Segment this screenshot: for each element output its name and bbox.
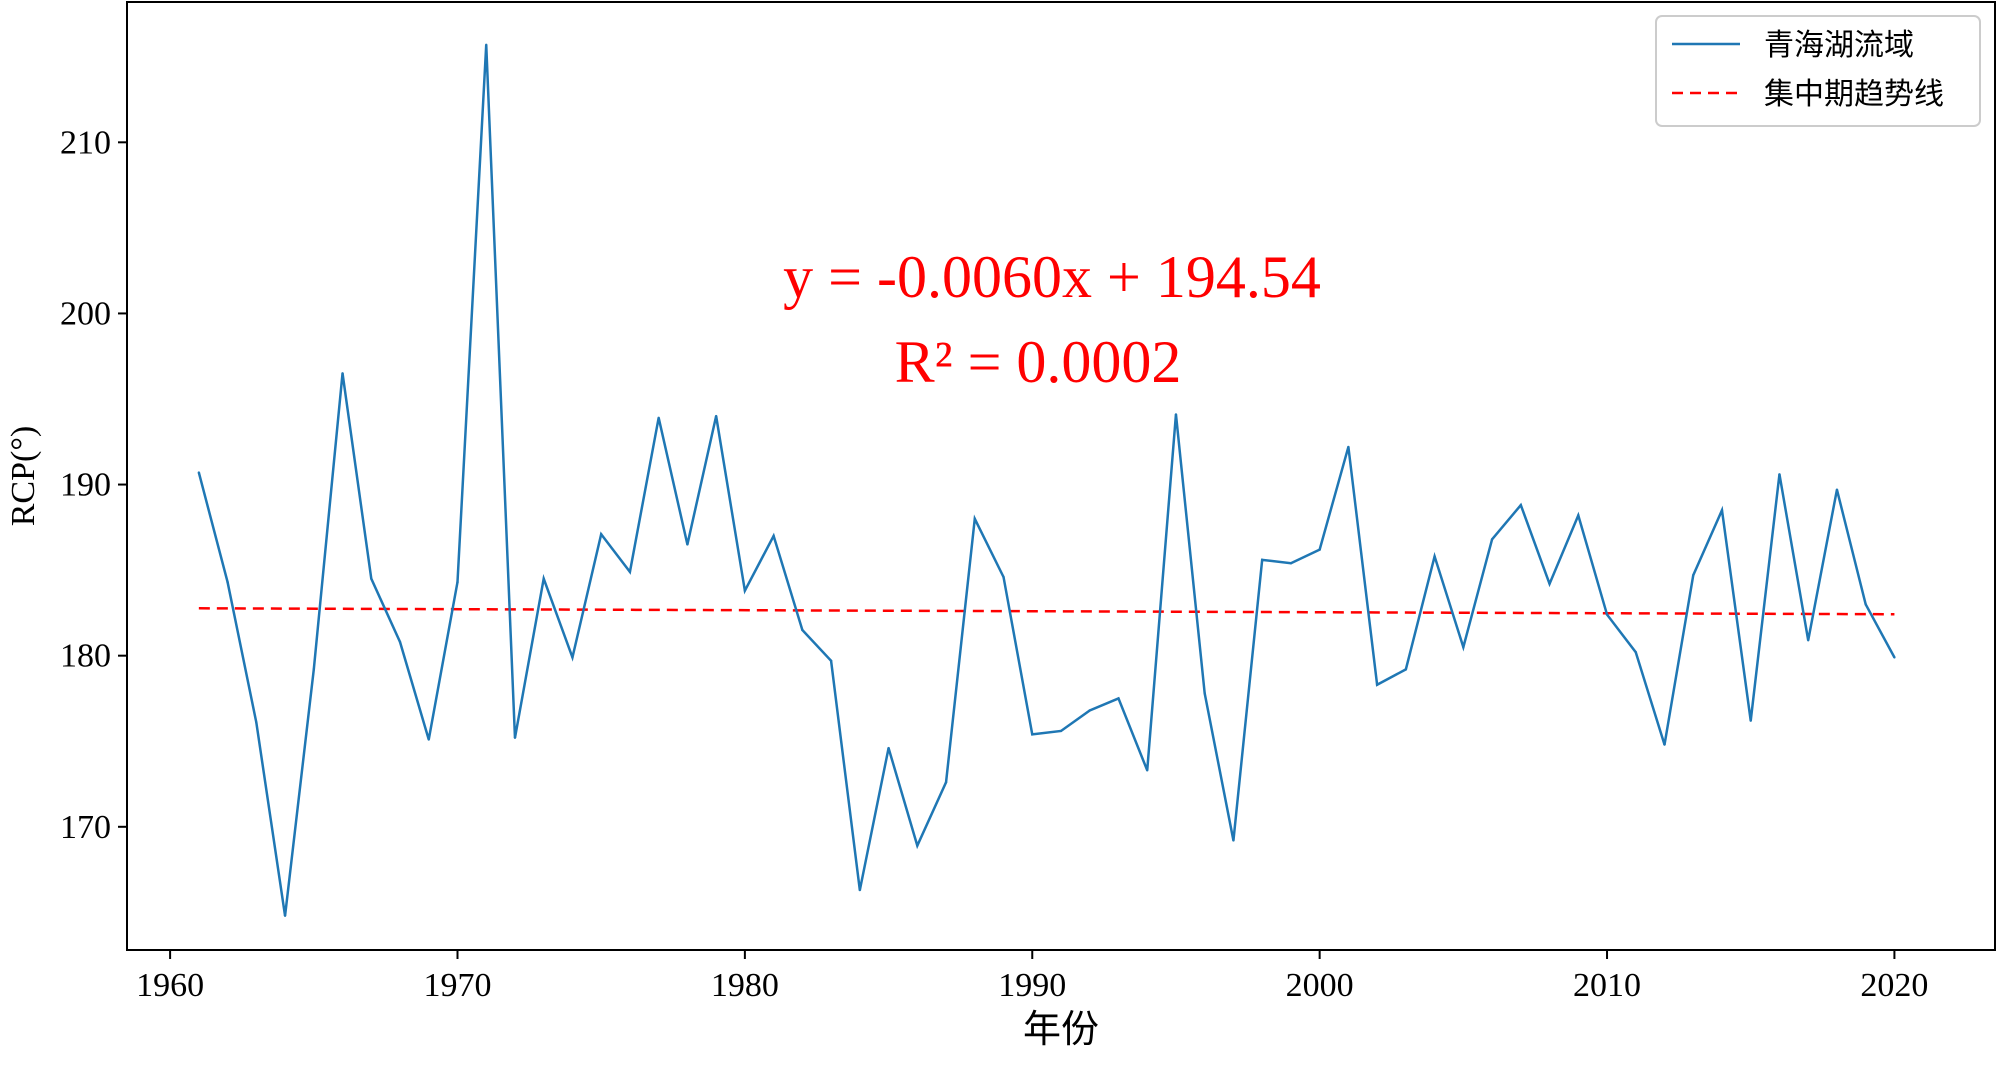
data-point	[1462, 645, 1465, 649]
series-line-qinghai-lake-basin	[197, 44, 1896, 916]
y-axis: 170 180 190 200 210	[60, 124, 127, 846]
data-point	[1146, 769, 1149, 772]
data-point	[1692, 574, 1695, 577]
data-point	[370, 577, 373, 580]
data-point	[1548, 582, 1551, 586]
data-point	[1490, 538, 1494, 541]
data-point	[1232, 839, 1235, 842]
x-tick-label: 1990	[998, 967, 1066, 1004]
data-point	[801, 628, 804, 632]
data-point	[1634, 651, 1637, 654]
data-point	[829, 659, 833, 663]
data-point	[1720, 509, 1724, 512]
data-point	[916, 844, 919, 847]
data-point	[1778, 473, 1781, 476]
data-point	[1663, 743, 1666, 746]
data-point	[341, 372, 344, 375]
x-tick-label: 1980	[711, 967, 779, 1004]
data-point	[858, 888, 862, 892]
data-point	[427, 738, 430, 741]
data-point	[743, 589, 747, 592]
data-point	[1289, 562, 1293, 565]
data-point	[197, 471, 201, 474]
data-point	[1404, 668, 1408, 671]
x-tick-label: 2010	[1573, 967, 1641, 1004]
y-tick-label: 170	[60, 809, 111, 846]
data-point	[1059, 729, 1063, 733]
r-squared-label: R² = 0.0002	[895, 329, 1182, 395]
data-point	[1893, 656, 1896, 659]
data-point	[657, 416, 660, 420]
data-point	[944, 781, 948, 784]
data-point	[1864, 603, 1867, 606]
data-point	[1260, 558, 1264, 562]
y-axis-title: RCP(°)	[5, 426, 42, 527]
y-tick-label: 190	[60, 467, 111, 504]
data-point	[686, 543, 689, 546]
data-point	[1031, 733, 1034, 736]
data-point	[1203, 692, 1206, 695]
data-point	[398, 640, 402, 644]
data-point	[1088, 709, 1091, 712]
data-point	[628, 570, 632, 574]
data-point	[1433, 555, 1436, 558]
data-point	[485, 43, 488, 46]
data-point	[1519, 503, 1523, 507]
y-tick-label: 200	[60, 295, 111, 332]
data-point	[887, 746, 890, 750]
data-point	[456, 580, 459, 584]
trend-line	[198, 607, 1895, 616]
data-point	[542, 577, 545, 580]
legend-label-series: 青海湖流域	[1764, 28, 1914, 63]
data-point	[255, 721, 258, 724]
y-tick-label: 210	[60, 124, 111, 161]
regression-equation: y = -0.0060x + 194.54	[783, 244, 1321, 310]
legend: 青海湖流域 集中期趋势线	[1655, 15, 1981, 127]
series-layer	[197, 43, 1896, 917]
data-point	[1174, 413, 1178, 416]
data-point	[714, 414, 718, 418]
x-axis-title: 年份	[1023, 1007, 1099, 1051]
data-point	[571, 656, 574, 659]
data-point	[1807, 639, 1810, 642]
legend-label-trend: 集中期趋势线	[1764, 77, 1944, 112]
data-point	[1318, 548, 1321, 551]
data-point	[1002, 575, 1005, 579]
x-tick-label: 2000	[1286, 967, 1354, 1004]
data-point	[1749, 719, 1752, 722]
data-point	[1347, 445, 1350, 449]
data-point	[513, 736, 517, 740]
data-point	[599, 532, 603, 536]
x-axis: 1960 1970 1980 1990 2000 2010 2020	[136, 950, 1928, 1004]
data-point	[1605, 613, 1609, 616]
data-point	[1577, 514, 1580, 517]
x-tick-label: 2020	[1860, 967, 1928, 1004]
x-tick-label: 1960	[136, 967, 204, 1004]
data-point	[283, 914, 287, 917]
y-tick-label: 180	[60, 638, 111, 675]
data-point	[312, 668, 315, 671]
plot-frame	[126, 1, 1996, 951]
data-point	[1375, 683, 1379, 686]
data-point	[226, 580, 229, 584]
data-point	[1117, 697, 1120, 700]
x-tick-label: 1970	[423, 967, 491, 1004]
data-point	[1835, 488, 1839, 491]
data-point	[772, 534, 775, 538]
data-point	[973, 517, 976, 520]
